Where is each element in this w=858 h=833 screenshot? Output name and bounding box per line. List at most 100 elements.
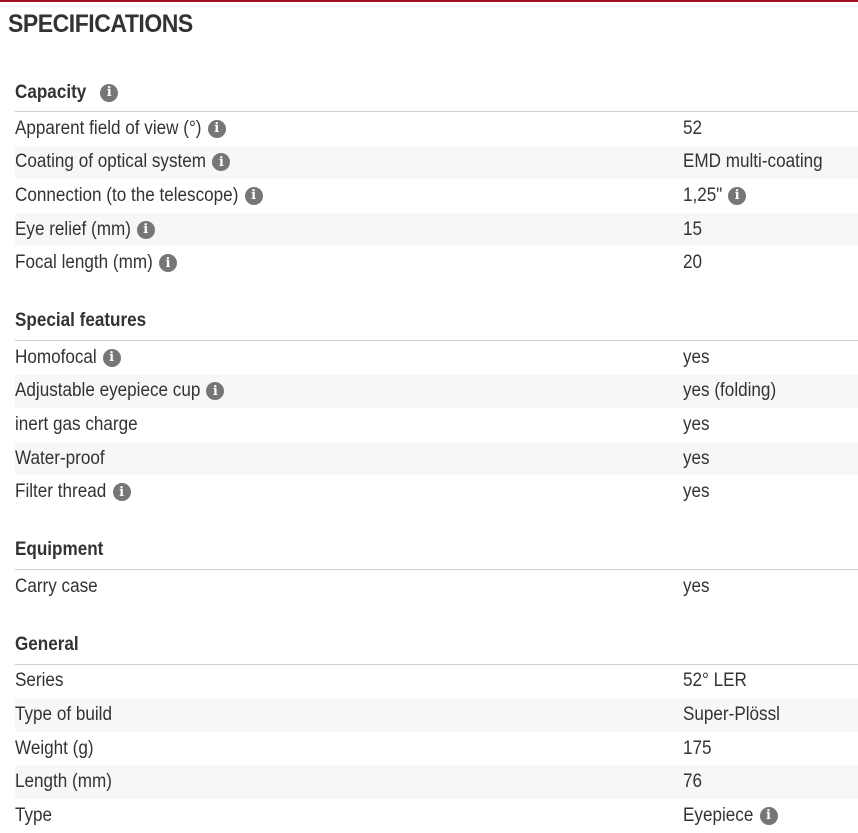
spec-label-cell: Filter thread i [15, 481, 683, 503]
spec-label-cell: Homofocal i [15, 347, 683, 369]
spec-row: Coating of optical system i EMD multi-coat… [15, 145, 858, 180]
spec-label-cell: Focal length (mm) i [15, 252, 683, 274]
spec-label-cell: Carry case [15, 576, 683, 598]
spec-label-cell: Coating of optical system i [15, 151, 683, 173]
spec-label: Water-proof [15, 447, 105, 469]
spec-label: Eye relief (mm) [15, 218, 131, 240]
spec-value-cell: 76 [683, 771, 704, 793]
spec-value-cell: yes [683, 347, 713, 369]
spec-value: yes [683, 346, 710, 368]
spec-label-cell: Series [15, 670, 683, 692]
spec-row: Focal length (mm) i 20 [15, 246, 858, 280]
spec-label: Apparent field of view (°) [15, 117, 202, 139]
spec-label: Type of build [15, 703, 112, 725]
info-icon[interactable]: i [158, 254, 177, 273]
spec-value: Eyepiece [683, 804, 754, 826]
spec-label-cell: Eye relief (mm) i [15, 219, 683, 241]
spec-label: Coating of optical system [15, 151, 207, 173]
spec-value: yes [683, 447, 710, 469]
spec-label-cell: Length (mm) [15, 771, 683, 793]
spec-row: Type of build Super-Plössl [15, 698, 858, 732]
spec-value-cell: 52° LER [683, 670, 754, 692]
spec-value-cell: 52 [683, 118, 704, 140]
specifications-table: Capacity i Apparent field of view (°) i 52 Co… [15, 74, 858, 833]
spec-label-cell: Type [15, 805, 683, 827]
spec-value: 15 [683, 218, 703, 240]
page-title: SPECIFICATIONS [8, 10, 193, 38]
spec-row: Homofocal i yes [15, 341, 858, 375]
info-icon[interactable]: i [136, 220, 155, 239]
spec-value: yes [683, 575, 710, 597]
spec-row: inert gas charge yes [15, 408, 858, 442]
spec-label-cell: Water-proof [15, 448, 683, 470]
spec-label: Type [15, 804, 53, 826]
spec-label: inert gas charge [15, 413, 138, 435]
spec-label-cell: Weight (g) [15, 738, 683, 760]
spec-row: Carry case yes [15, 570, 858, 604]
section-header: Special features [15, 303, 858, 341]
spec-value: 20 [683, 252, 703, 274]
spec-value: yes [683, 413, 710, 435]
spec-row: Water-proof yes [15, 441, 858, 476]
spec-value-cell: 20 [683, 252, 704, 274]
spec-section: Special features Homofocal i yes Adjustable … [15, 303, 858, 509]
section-title: Equipment [15, 539, 104, 561]
spec-value: 175 [683, 737, 712, 759]
info-icon[interactable]: i [102, 348, 121, 367]
spec-row: Filter thread i yes [15, 475, 858, 509]
spec-value-cell: yes [683, 481, 713, 503]
section-title: Capacity [15, 81, 87, 103]
spec-row: Eye relief (mm) i 15 [15, 212, 858, 247]
spec-value: yes (folding) [683, 380, 777, 402]
info-icon[interactable]: i [212, 153, 231, 172]
spec-value-cell: yes [683, 448, 713, 470]
spec-section: Equipment Carry case yes [15, 532, 858, 604]
top-accent-line [0, 0, 858, 2]
spec-section: General Series 52° LER Type of build Super-P… [15, 627, 858, 833]
spec-value: EMD multi-coating [683, 151, 823, 173]
info-icon[interactable]: i [206, 382, 225, 401]
spec-value-cell: 15 [683, 219, 704, 241]
info-icon[interactable]: i [100, 83, 119, 102]
section-header: Capacity i [15, 74, 858, 112]
section-header: Equipment [15, 532, 858, 570]
section-title: General [15, 634, 79, 656]
spec-value: 52 [683, 117, 703, 139]
spec-label-cell: inert gas charge [15, 414, 683, 436]
spec-value-cell: 175 [683, 738, 715, 760]
spec-label-cell: Connection (to the telescope) i [15, 185, 683, 207]
info-icon[interactable]: i [244, 186, 263, 205]
spec-value-cell: Eyepiece i [683, 805, 778, 827]
spec-value: 52° LER [683, 670, 747, 692]
spec-value-cell: yes [683, 576, 713, 598]
spec-label: Carry case [15, 575, 98, 597]
spec-value: yes [683, 481, 710, 503]
spec-label: Filter thread [15, 481, 107, 503]
spec-label: Focal length (mm) [15, 252, 153, 274]
spec-value: Super-Plössl [683, 703, 780, 725]
spec-row: Adjustable eyepiece cup i yes (folding) [15, 374, 858, 409]
spec-value-cell: yes (folding) [683, 380, 787, 402]
spec-row: Weight (g) 175 [15, 732, 858, 766]
spec-label: Homofocal [15, 346, 97, 368]
spec-row: Series 52° LER [15, 665, 858, 699]
info-icon[interactable]: i [207, 119, 226, 138]
info-icon[interactable]: i [728, 186, 747, 205]
spec-value-cell: EMD multi-coating [683, 151, 838, 173]
spec-section: Capacity i Apparent field of view (°) i 52 Co… [15, 74, 858, 280]
spec-value-cell: 1,25" i [683, 185, 747, 207]
spec-label-cell: Adjustable eyepiece cup i [15, 380, 683, 402]
info-icon[interactable]: i [759, 806, 778, 825]
spec-value-cell: yes [683, 414, 713, 436]
spec-label-cell: Apparent field of view (°) i [15, 118, 683, 140]
info-icon[interactable]: i [112, 483, 131, 502]
spec-row: Connection (to the telescope) i 1,25" i [15, 179, 858, 213]
spec-label: Weight (g) [15, 737, 94, 759]
spec-value-cell: Super-Plössl [683, 704, 791, 726]
section-header: General [15, 627, 858, 665]
spec-label: Connection (to the telescope) [15, 184, 239, 206]
spec-label-cell: Type of build [15, 704, 683, 726]
spec-row: Length (mm) 76 [15, 765, 858, 799]
spec-row: Apparent field of view (°) i 52 [15, 112, 858, 146]
spec-row: Type Eyepiece i [15, 799, 858, 833]
